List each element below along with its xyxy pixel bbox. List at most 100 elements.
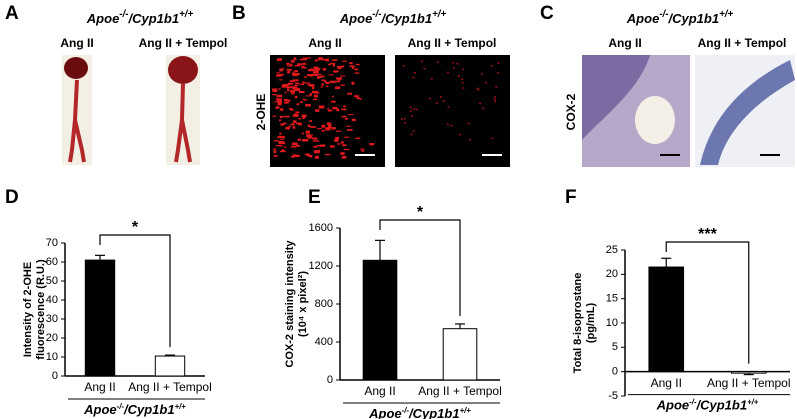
genotype-label: Apoe-/-/Cyp1b1+/+ (339, 9, 447, 26)
speckle (299, 91, 305, 94)
speckle (482, 107, 485, 110)
speckle (294, 113, 299, 117)
speckle (279, 68, 283, 72)
significance-label: * (132, 219, 139, 236)
speckle (436, 61, 439, 64)
speckle (346, 125, 351, 127)
speckle (283, 146, 287, 148)
speckle (280, 108, 284, 111)
speckle (297, 122, 302, 126)
speckle (321, 79, 325, 81)
speckle (316, 74, 322, 76)
speckle (336, 77, 342, 80)
speckle (415, 108, 418, 111)
speckle (493, 100, 496, 103)
speckle (450, 124, 453, 127)
speckle (276, 106, 280, 109)
panel-label: F (565, 187, 577, 208)
speckle (336, 130, 341, 132)
speckle (302, 116, 305, 119)
speckle (308, 69, 314, 72)
speckle (335, 80, 340, 83)
speckle (343, 148, 350, 151)
speckle (325, 81, 330, 85)
speckle (481, 73, 484, 75)
speckle (306, 134, 310, 137)
y-axis-label: (10⁴ x pixel²) (297, 271, 309, 337)
speckle (347, 114, 354, 116)
y-tick-label: 1200 (309, 260, 333, 272)
y-tick-label: 20 (46, 332, 58, 344)
speckle (359, 98, 362, 100)
y-tick-label: 10 (46, 351, 58, 363)
speckle (275, 144, 282, 147)
speckle (409, 110, 412, 113)
genotype-part: /Cyp1b1 (123, 402, 175, 417)
genotype-label: Apoe-/-/Cyp1b1+/+ (83, 402, 186, 418)
speckle (331, 127, 336, 130)
speckle (403, 117, 406, 120)
speckle (301, 67, 307, 69)
genotype-part: -/- (119, 9, 128, 20)
condition-label: Ang II + Tempol (408, 36, 497, 50)
bar (84, 259, 116, 377)
speckle (331, 59, 338, 61)
speckle (331, 100, 335, 103)
speckle (298, 117, 301, 120)
speckle (290, 108, 294, 110)
speckle (306, 130, 311, 134)
x-tick-label: Ang II (84, 380, 115, 394)
speckle (477, 89, 480, 91)
speckle (280, 73, 284, 76)
speckle (479, 102, 482, 105)
speckle (442, 100, 445, 102)
speckle (325, 58, 329, 62)
speckle (285, 126, 291, 130)
speckle (351, 81, 355, 85)
speckle (313, 98, 318, 101)
panel-label: C (540, 3, 554, 24)
speckle (320, 75, 325, 78)
row-label: COX-2 (564, 93, 578, 130)
speckle (330, 145, 335, 148)
speckle (347, 92, 353, 95)
x-tick-label: Ang II (651, 376, 682, 390)
speckle (279, 115, 284, 118)
speckle (351, 65, 354, 69)
speckle (341, 65, 345, 68)
speckle (278, 119, 282, 122)
condition-label: Ang II + Tempol (698, 36, 787, 50)
y-tick-label: 25 (606, 244, 618, 256)
speckle (313, 140, 320, 142)
speckle (304, 153, 310, 155)
speckle (462, 68, 465, 71)
speckle (301, 65, 305, 67)
speckle (307, 134, 313, 136)
speckle (461, 78, 464, 81)
genotype-part: -/- (372, 9, 381, 20)
fluorescence-image (395, 55, 510, 167)
speckle (343, 105, 346, 108)
speckle (295, 111, 300, 114)
speckle (286, 68, 290, 71)
speckle (299, 101, 303, 104)
genotype-part: +/+ (719, 9, 733, 20)
speckle (317, 57, 324, 61)
speckle (309, 92, 312, 96)
y-tick-label: 0 (327, 374, 333, 386)
y-tick-label: 800 (315, 298, 333, 310)
speckle (291, 90, 296, 93)
speckle (277, 102, 282, 106)
speckle (320, 86, 324, 88)
speckle (301, 59, 307, 61)
speckle (355, 63, 360, 66)
y-tick-label: 15 (606, 293, 618, 305)
speckle (294, 82, 300, 85)
x-tick-label: Ang II + Tempol (707, 376, 791, 390)
row-label: 2-OHE (254, 94, 268, 131)
speckle (293, 120, 297, 124)
speckle (287, 88, 290, 92)
speckle (294, 70, 299, 73)
speckle (497, 62, 500, 64)
